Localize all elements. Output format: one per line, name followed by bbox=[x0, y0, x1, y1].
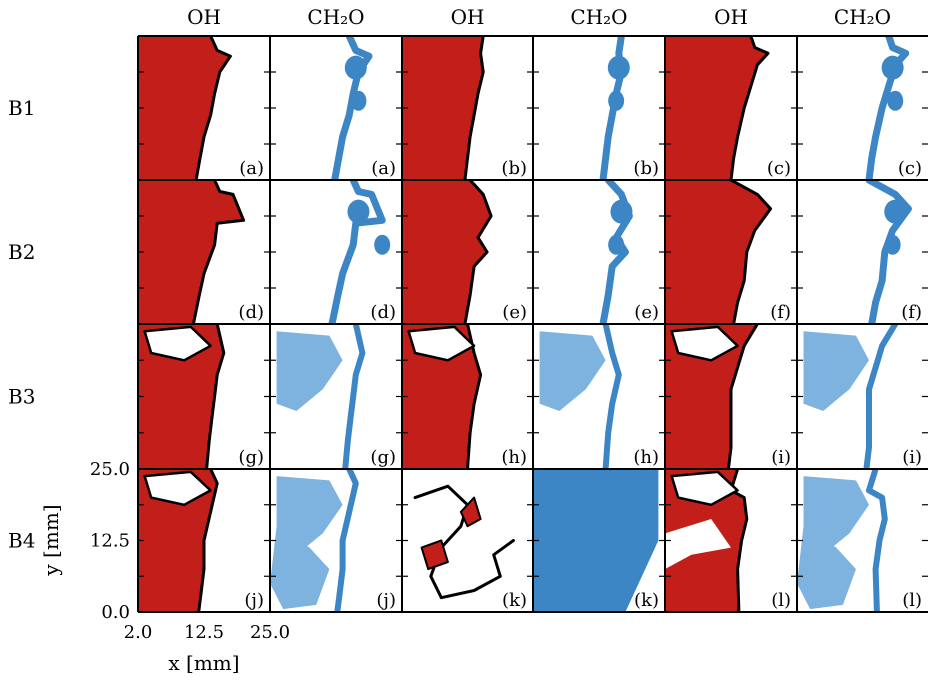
panel-label: (g) bbox=[238, 447, 264, 468]
column-header: CH₂O bbox=[834, 5, 891, 29]
panel-label: (l) bbox=[902, 590, 922, 611]
panel-r1-c1 bbox=[138, 36, 270, 180]
panel-r3-c4 bbox=[533, 324, 665, 469]
y-tick-label: 12.5 bbox=[90, 531, 130, 552]
x-tick-label: 12.5 bbox=[184, 622, 224, 643]
panel-r3-c5 bbox=[665, 324, 797, 469]
panel-r4-c2 bbox=[270, 469, 402, 612]
panel-label: (b) bbox=[633, 158, 659, 179]
panel-label: (f) bbox=[770, 302, 791, 323]
panel-label: (d) bbox=[238, 302, 264, 323]
panel-label: (e) bbox=[634, 302, 659, 323]
panel-r2-c5 bbox=[665, 180, 797, 324]
panel-r2-c1 bbox=[138, 180, 270, 324]
panel-label: (l) bbox=[771, 590, 791, 611]
y-tick-label: 0.0 bbox=[101, 602, 130, 623]
row-label: B1 bbox=[8, 96, 35, 120]
panel-r3-c6 bbox=[797, 324, 928, 469]
panel-label: (h) bbox=[633, 447, 659, 468]
panel-r1-c5 bbox=[665, 36, 797, 180]
y-axis-label: y [mm] bbox=[39, 504, 63, 576]
panel-label: (k) bbox=[502, 590, 527, 611]
y-tick-label: 25.0 bbox=[90, 459, 130, 480]
panel-r1-c6 bbox=[797, 36, 928, 180]
row-label: B4 bbox=[8, 529, 35, 553]
panel-label: (i) bbox=[902, 447, 922, 468]
panel-r2-c2 bbox=[270, 180, 402, 324]
panel-r1-c4 bbox=[533, 36, 665, 180]
column-header: OH bbox=[714, 5, 748, 29]
panel-label: (g) bbox=[370, 447, 396, 468]
panel-label: (c) bbox=[767, 158, 791, 179]
panel-label: (a) bbox=[239, 158, 264, 179]
panel-r4-c1 bbox=[138, 469, 270, 612]
panel-label: (a) bbox=[371, 158, 396, 179]
panel-r3-c3 bbox=[402, 324, 533, 469]
panel-label: (j) bbox=[244, 590, 264, 611]
row-label: B2 bbox=[8, 240, 35, 264]
x-tick-label: 25.0 bbox=[250, 622, 290, 643]
x-axis-label: x [mm] bbox=[168, 651, 239, 675]
panel-r1-c2 bbox=[270, 36, 402, 180]
panel-label: (b) bbox=[501, 158, 527, 179]
column-header: OH bbox=[451, 5, 485, 29]
panel-label: (h) bbox=[501, 447, 527, 468]
panel-label: (f) bbox=[901, 302, 922, 323]
panel-r4-c4 bbox=[533, 469, 665, 612]
x-tick-label: 2.0 bbox=[124, 622, 153, 643]
column-header: OH bbox=[187, 5, 221, 29]
panel-r3-c1 bbox=[138, 324, 270, 469]
panel-label: (d) bbox=[370, 302, 396, 323]
panel-label: (c) bbox=[898, 158, 922, 179]
panel-label: (k) bbox=[634, 590, 659, 611]
panel-r2-c6 bbox=[797, 180, 928, 324]
panel-r4-c3 bbox=[402, 469, 533, 612]
panel-r3-c2 bbox=[270, 324, 402, 469]
panel-r4-c5 bbox=[665, 469, 797, 612]
column-header: CH₂O bbox=[307, 5, 364, 29]
panel-label: (j) bbox=[376, 590, 396, 611]
panel-label: (i) bbox=[771, 447, 791, 468]
row-label: B3 bbox=[8, 385, 35, 409]
panel-r1-c3 bbox=[402, 36, 533, 180]
panel-r4-c6 bbox=[797, 469, 928, 612]
panel-r2-c3 bbox=[402, 180, 533, 324]
column-header: CH₂O bbox=[570, 5, 627, 29]
panel-label: (e) bbox=[502, 302, 527, 323]
panel-r2-c4 bbox=[533, 180, 665, 324]
